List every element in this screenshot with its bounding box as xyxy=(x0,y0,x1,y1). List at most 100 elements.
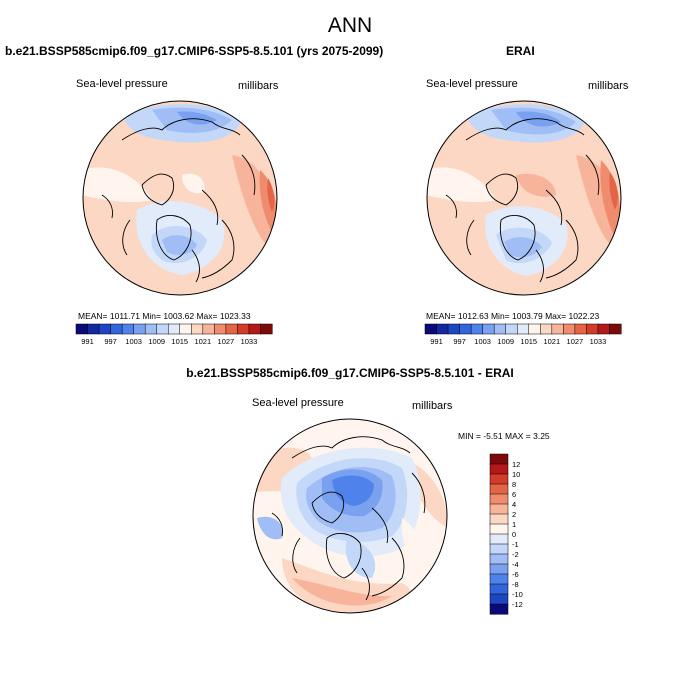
coastline xyxy=(155,214,192,261)
colorbar-swatch xyxy=(489,493,509,505)
colorbar-swatch xyxy=(156,323,169,335)
left-panel-title: b.e21.BSSP585cmip6.f09_g17.CMIP6-SSP5-8.… xyxy=(5,44,384,58)
coastline xyxy=(291,436,411,459)
colorbar-swatch xyxy=(459,323,472,335)
contour-region xyxy=(257,516,283,540)
coastline xyxy=(325,532,362,579)
colorbar-tick-label: 1027 xyxy=(218,337,235,346)
left-variable-label: Sea-level pressure xyxy=(76,78,168,90)
colorbar-tick-label: 1009 xyxy=(148,337,165,346)
colorbar-tick-label: 1015 xyxy=(171,337,188,346)
contour-region xyxy=(427,167,496,203)
coastline xyxy=(371,507,389,544)
colorbar-tick-label: 1 xyxy=(512,520,516,529)
colorbar-tick-label: 1015 xyxy=(520,337,537,346)
colorbar-tick-label: 1003 xyxy=(474,337,491,346)
contour-region xyxy=(259,170,277,235)
colorbar-swatch xyxy=(489,473,509,485)
colorbar-swatch xyxy=(489,483,509,495)
colorbar-tick-label: -10 xyxy=(512,590,523,599)
contour-region xyxy=(546,250,606,295)
left-polar-map xyxy=(82,100,278,296)
colorbar-swatch xyxy=(489,463,509,475)
colorbar-swatch xyxy=(202,323,215,335)
diff-polar-map xyxy=(252,418,448,614)
colorbar-swatch xyxy=(214,323,227,335)
colorbar-tick-label: 1033 xyxy=(241,337,258,346)
colorbar-tick-label: -4 xyxy=(512,560,519,569)
left-units-label: millibars xyxy=(238,80,279,92)
map-boundary xyxy=(252,418,448,614)
right-variable-label: Sea-level pressure xyxy=(426,78,518,90)
colorbar-swatch xyxy=(482,323,495,335)
colorbar-swatch xyxy=(489,553,509,565)
colorbar-swatch xyxy=(563,323,576,335)
colorbar-swatch xyxy=(551,323,564,335)
contour-region xyxy=(202,250,262,295)
colorbar-swatch xyxy=(493,323,507,335)
right-stats: MEAN= 1012.63 Min= 1003.79 Max= 1022.23 xyxy=(426,311,600,321)
diff-panel-title: b.e21.BSSP585cmip6.f09_g17.CMIP6-SSP5-8.… xyxy=(186,366,514,380)
coastline xyxy=(445,194,457,219)
contour-region xyxy=(609,172,618,210)
colorbar-tick-label: 8 xyxy=(512,480,516,489)
colorbar-swatch xyxy=(597,323,611,335)
colorbar-swatch xyxy=(424,323,438,335)
left-colorbar: 991 997 1003 1009 1015 1021 1027 1033 xyxy=(75,323,273,346)
colorbar-swatch xyxy=(248,323,262,335)
map-boundary xyxy=(426,100,622,296)
coastline xyxy=(485,173,519,206)
contour-region xyxy=(83,167,152,203)
colorbar-tick-label: -2 xyxy=(512,550,519,559)
colorbar-swatch xyxy=(505,323,518,335)
contour-region xyxy=(401,518,423,568)
colorbar-swatch xyxy=(179,323,192,335)
contour-region xyxy=(600,160,621,240)
coastline xyxy=(585,154,600,196)
coastline xyxy=(121,118,241,141)
colorbar-tick-label: 991 xyxy=(81,337,94,346)
left-stats: MEAN= 1011.71 Min= 1003.62 Max= 1023.33 xyxy=(78,311,251,321)
coastline xyxy=(122,219,131,256)
contour-region xyxy=(177,111,217,125)
contour-region xyxy=(516,173,556,197)
colorbar-swatch xyxy=(586,323,599,335)
colorbar-tick-label: 10 xyxy=(512,470,520,479)
right-polar-map xyxy=(426,100,622,296)
colorbar-tick-label: 4 xyxy=(512,500,516,509)
colorbar-swatch xyxy=(609,323,622,335)
coastline xyxy=(535,249,544,283)
coastline xyxy=(311,491,345,524)
colorbar-tick-label: 997 xyxy=(104,337,117,346)
colorbar-swatch xyxy=(528,323,541,335)
colorbar-swatch xyxy=(489,523,509,535)
contour-region xyxy=(162,235,197,256)
colorbar-swatch xyxy=(470,323,484,335)
colorbar-swatch xyxy=(489,593,509,605)
coastline xyxy=(411,472,426,514)
coastline xyxy=(545,189,563,226)
colorbar-swatch xyxy=(489,543,509,555)
right-panel-title: ERAI xyxy=(506,44,535,58)
colorbar-swatch xyxy=(87,323,100,335)
coastline xyxy=(292,537,301,574)
colorbar-swatch xyxy=(489,573,509,585)
colorbar-tick-label: 1021 xyxy=(194,337,211,346)
colorbar-swatch xyxy=(98,323,112,335)
coastline xyxy=(241,154,256,196)
diff-units-label: millibars xyxy=(412,400,453,412)
colorbar-swatch xyxy=(489,563,509,575)
contour-region xyxy=(267,178,275,212)
colorbar-swatch xyxy=(110,323,123,335)
colorbar-tick-label: 1021 xyxy=(543,337,560,346)
colorbar-tick-label: -8 xyxy=(512,580,519,589)
coastline xyxy=(141,173,175,206)
coastline xyxy=(201,219,235,279)
coastline xyxy=(191,249,200,283)
colorbar-swatch xyxy=(489,533,509,545)
colorbar-tick-label: 6 xyxy=(512,490,516,499)
coastline xyxy=(361,567,370,601)
coastline xyxy=(271,512,283,537)
coastline xyxy=(466,219,475,256)
colorbar-swatch xyxy=(260,323,273,335)
